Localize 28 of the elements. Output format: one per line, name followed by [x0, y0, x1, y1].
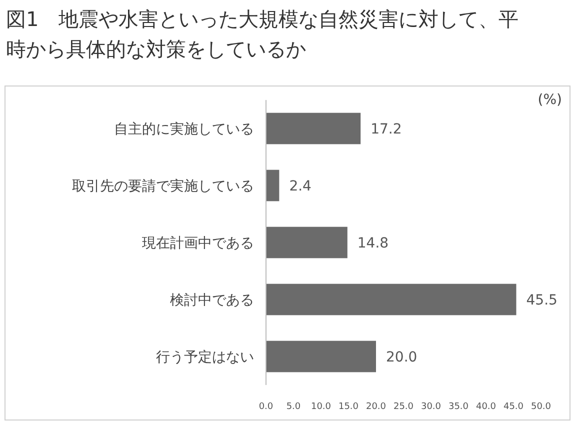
bar: [266, 112, 361, 144]
y-tick-label: 現在計画中である: [142, 236, 254, 252]
x-tick-label: 5.0: [286, 402, 301, 412]
y-tick-label: 検討中である: [170, 292, 254, 308]
chart-title: 図1 地震や水害といった大規模な自然災害に対して、平時から具体的な対策をしているか: [6, 6, 520, 63]
annotation: (%): [538, 92, 562, 108]
x-tick-label: 10.0: [310, 402, 332, 412]
data-label: 14.8: [357, 236, 389, 252]
y-tick-label: 行う予定はない: [156, 350, 254, 366]
data-label: 17.2: [370, 122, 402, 138]
x-tick-label: 30.0: [420, 402, 442, 412]
bar: [266, 340, 376, 372]
data-label: 20.0: [386, 350, 418, 366]
data-label: 2.4: [289, 178, 312, 194]
x-tick-label: 0.0: [258, 402, 274, 412]
x-tick-label: 45.0: [503, 402, 524, 412]
bar: [266, 226, 348, 258]
data-label: 45.5: [526, 292, 558, 308]
bar: [266, 170, 280, 202]
x-tick-label: 15.0: [338, 402, 359, 412]
x-tick-label: 35.0: [448, 402, 469, 412]
x-tick-label: 25.0: [393, 402, 414, 412]
x-tick-label: 40.0: [476, 402, 496, 412]
y-tick-label: 自主的に実施している: [114, 122, 254, 138]
y-tick-label: 取引先の要請で実施している: [72, 178, 254, 194]
x-tick-label: 50.0: [530, 402, 552, 412]
x-tick-label: 20.0: [366, 402, 386, 412]
bar: [266, 284, 516, 316]
